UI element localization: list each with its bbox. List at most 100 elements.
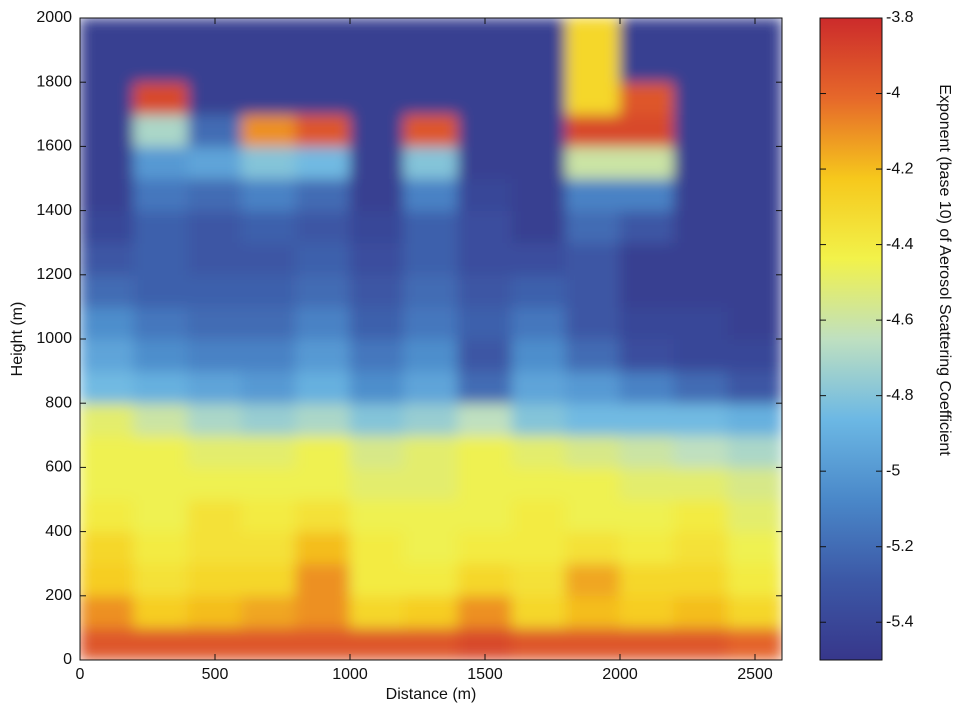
heat-cell bbox=[565, 145, 621, 179]
heat-cell bbox=[673, 338, 729, 372]
heat-cell bbox=[619, 49, 675, 83]
heat-cell bbox=[619, 531, 675, 565]
heat-cell bbox=[727, 563, 782, 597]
heat-cell bbox=[403, 627, 459, 660]
heat-cell bbox=[403, 531, 459, 565]
x-axis-label: Distance (m) bbox=[386, 686, 477, 703]
heat-cell bbox=[727, 81, 782, 115]
heat-cell bbox=[619, 18, 675, 51]
heat-cell bbox=[565, 113, 621, 147]
heat-cell bbox=[133, 595, 189, 629]
heat-cell bbox=[727, 595, 782, 629]
heat-cell bbox=[187, 210, 243, 244]
heat-cell bbox=[241, 338, 297, 372]
heat-cell bbox=[241, 434, 297, 468]
colorbar-tick-label: -4.2 bbox=[886, 160, 914, 177]
heat-cell bbox=[673, 499, 729, 533]
heat-cell bbox=[403, 274, 459, 308]
x-tick-label: 1500 bbox=[467, 666, 503, 683]
heat-cell bbox=[80, 627, 135, 660]
heat-cell bbox=[241, 242, 297, 276]
heat-cell bbox=[457, 434, 513, 468]
heat-cell bbox=[133, 627, 189, 660]
heat-cell bbox=[511, 531, 567, 565]
heat-cell bbox=[295, 499, 351, 533]
heat-cell bbox=[457, 499, 513, 533]
heat-cell bbox=[80, 434, 135, 468]
x-tick-label: 500 bbox=[202, 666, 229, 683]
heat-cell bbox=[511, 402, 567, 436]
heat-cell bbox=[80, 499, 135, 533]
heat-cell bbox=[187, 499, 243, 533]
heat-cell bbox=[295, 178, 351, 212]
heat-cell bbox=[80, 242, 135, 276]
heat-cell bbox=[403, 49, 459, 83]
heat-cell bbox=[457, 274, 513, 308]
heat-cell bbox=[349, 370, 405, 404]
heat-cell bbox=[511, 18, 567, 51]
heat-cell bbox=[565, 466, 621, 500]
heat-cell bbox=[241, 499, 297, 533]
heat-cell bbox=[727, 306, 782, 340]
heat-cell bbox=[565, 531, 621, 565]
heat-cell bbox=[241, 627, 297, 660]
heat-cell bbox=[403, 595, 459, 629]
heat-cell bbox=[673, 113, 729, 147]
y-tick-label: 600 bbox=[45, 459, 72, 476]
heat-cell bbox=[403, 145, 459, 179]
heat-cell bbox=[349, 306, 405, 340]
heat-cell bbox=[619, 595, 675, 629]
y-axis-label: Height (m) bbox=[9, 302, 26, 377]
heat-cell bbox=[403, 499, 459, 533]
heat-cell bbox=[565, 18, 621, 51]
heat-cell bbox=[673, 18, 729, 51]
heatmap bbox=[80, 18, 782, 660]
heat-cell bbox=[80, 18, 135, 51]
heat-cell bbox=[133, 338, 189, 372]
heat-cell bbox=[403, 306, 459, 340]
heat-cell bbox=[511, 563, 567, 597]
heat-cell bbox=[619, 178, 675, 212]
heat-cell bbox=[511, 178, 567, 212]
heat-cell bbox=[295, 145, 351, 179]
heat-cell bbox=[295, 81, 351, 115]
heat-cell bbox=[80, 306, 135, 340]
heat-cell bbox=[349, 402, 405, 436]
y-tick-label: 200 bbox=[45, 587, 72, 604]
heat-cell bbox=[133, 145, 189, 179]
heat-cell bbox=[511, 466, 567, 500]
heat-cell bbox=[727, 113, 782, 147]
heat-cell bbox=[727, 274, 782, 308]
heat-cell bbox=[349, 563, 405, 597]
heat-cell bbox=[457, 531, 513, 565]
heat-cell bbox=[241, 113, 297, 147]
heat-cell bbox=[511, 242, 567, 276]
heat-cell bbox=[241, 563, 297, 597]
heat-cell bbox=[511, 274, 567, 308]
heat-cell bbox=[133, 499, 189, 533]
heat-cell bbox=[403, 210, 459, 244]
heat-cell bbox=[403, 338, 459, 372]
heat-cell bbox=[511, 338, 567, 372]
y-tick-label: 1000 bbox=[36, 330, 72, 347]
heat-cell bbox=[619, 81, 675, 115]
heat-cell bbox=[80, 466, 135, 500]
heat-cell bbox=[673, 210, 729, 244]
heat-cell bbox=[727, 338, 782, 372]
heat-cell bbox=[403, 113, 459, 147]
heat-cell bbox=[187, 49, 243, 83]
heat-cell bbox=[187, 113, 243, 147]
heat-cell bbox=[565, 242, 621, 276]
heat-cell bbox=[349, 434, 405, 468]
heat-cell bbox=[511, 306, 567, 340]
heat-cell bbox=[241, 81, 297, 115]
heat-cell bbox=[349, 595, 405, 629]
heat-cell bbox=[187, 145, 243, 179]
heat-cell bbox=[457, 242, 513, 276]
x-tick-label: 2000 bbox=[602, 666, 638, 683]
heat-cell bbox=[133, 210, 189, 244]
heat-cell bbox=[673, 370, 729, 404]
heat-cell bbox=[565, 178, 621, 212]
heat-cell bbox=[457, 178, 513, 212]
heat-cell bbox=[727, 499, 782, 533]
